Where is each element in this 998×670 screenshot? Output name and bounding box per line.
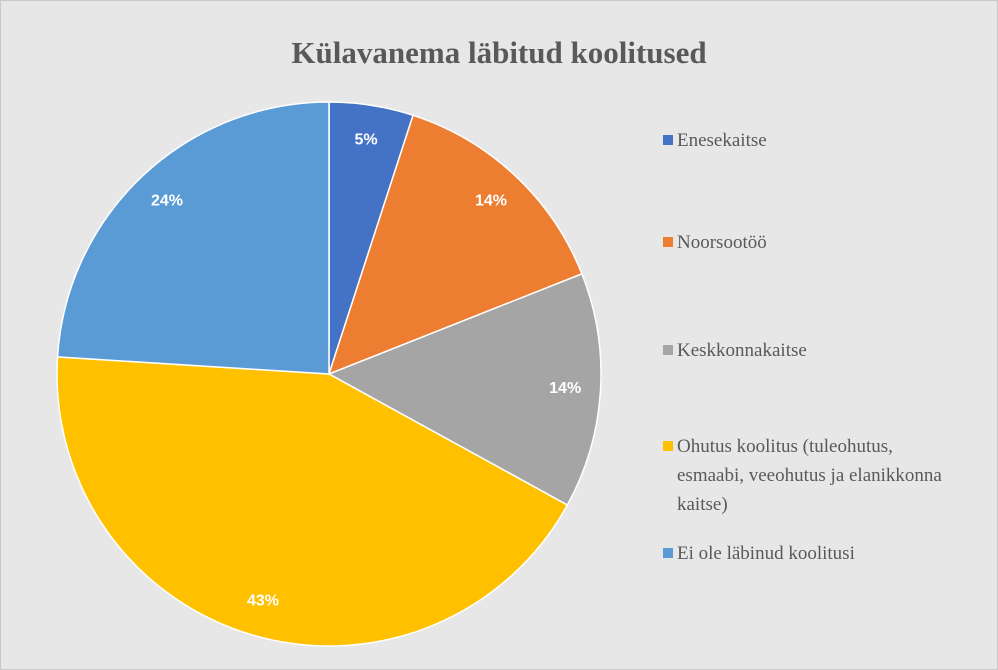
legend-swatch (663, 345, 673, 355)
data-label: 24% (151, 193, 183, 210)
legend-item: Ei ole läbinud koolitusi (663, 539, 953, 568)
legend-swatch (663, 441, 673, 451)
pie-slice (327, 114, 583, 376)
legend-swatch (663, 237, 673, 247)
pie-slice (56, 356, 569, 647)
data-label: 14% (549, 380, 581, 397)
legend-label: Noorsootöö (677, 232, 767, 253)
legend-label: Enesekaitse (677, 130, 767, 151)
data-label: 43% (247, 592, 279, 609)
legend-item: Enesekaitse (663, 126, 953, 155)
legend-swatch (663, 548, 673, 558)
legend-item: Keskkonnakaitse (663, 336, 953, 365)
data-label: 14% (475, 193, 507, 210)
legend-item: Noorsootöö (663, 228, 953, 257)
pie-slice (327, 272, 602, 507)
legend-label: Keskkonnakaitse (677, 340, 807, 361)
data-label: 5% (354, 131, 377, 148)
legend-label: Ei ole läbinud koolitusi (677, 543, 855, 564)
pie-slice (56, 101, 330, 375)
legend-swatch (663, 135, 673, 145)
legend-label: Ohutus koolitus (tuleohutus, esmaabi, ve… (677, 436, 942, 515)
legend-item: Ohutus koolitus (tuleohutus, esmaabi, ve… (663, 432, 953, 519)
chart-title: Külavanema läbitud koolitused (291, 35, 706, 70)
